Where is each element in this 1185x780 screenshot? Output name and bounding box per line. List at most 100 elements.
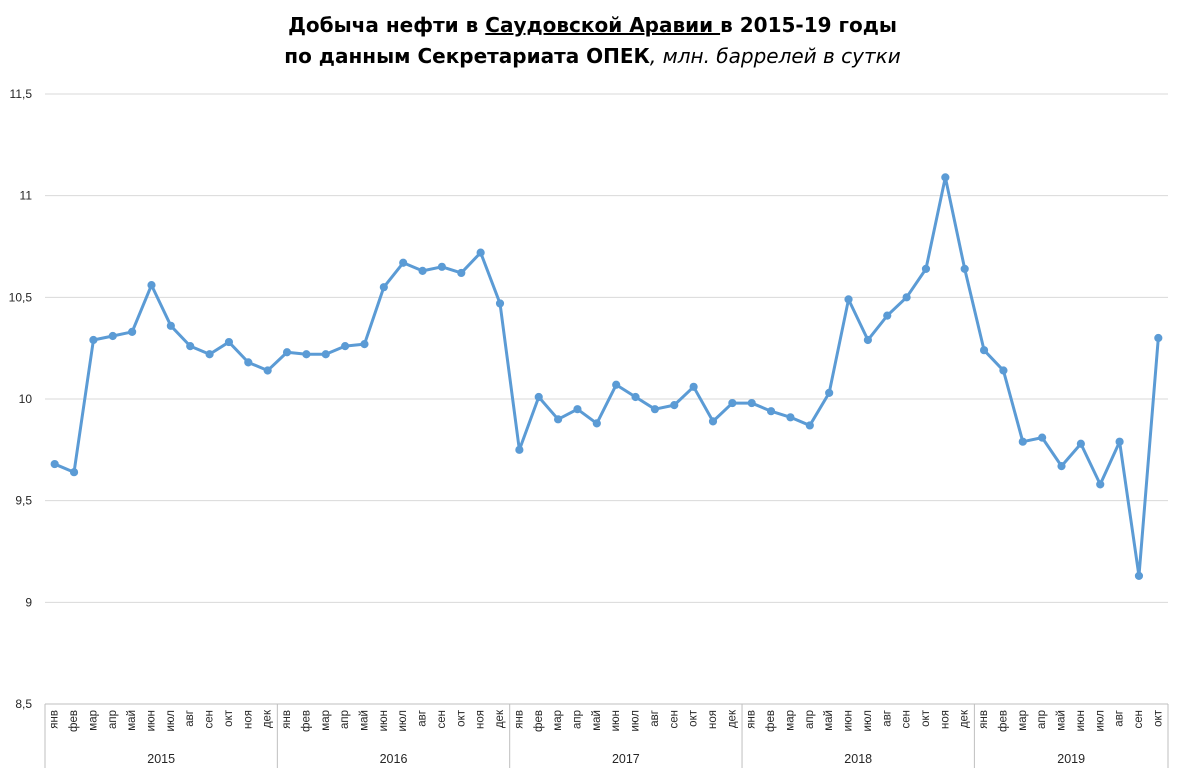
x-tick-label: фев — [765, 710, 777, 732]
data-point — [399, 258, 408, 267]
title-source: по данным Секретариата ОПЕК — [284, 44, 650, 68]
x-tick-label: июн — [843, 710, 855, 731]
data-point — [825, 388, 834, 397]
x-tick-label: ноя — [707, 710, 719, 729]
series-line — [53, 175, 1160, 578]
x-tick-label: июл — [862, 710, 874, 732]
data-point — [534, 392, 543, 402]
x-tick-label: июн — [146, 710, 158, 731]
data-point — [495, 299, 505, 308]
data-point — [1038, 433, 1047, 442]
x-tick-label: июл — [397, 710, 409, 732]
x-tick-label: фев — [68, 710, 80, 732]
y-tick-label: 9 — [25, 595, 32, 609]
x-tick-label: апр — [1036, 710, 1048, 729]
data-point — [360, 340, 369, 349]
data-point — [108, 331, 117, 341]
x-tick-label: сен — [436, 710, 448, 729]
x-tick-label: мар — [552, 710, 564, 731]
x-tick-label: мар — [320, 710, 332, 731]
x-tick-label: мар — [784, 710, 796, 731]
x-tick-label: дек — [262, 709, 274, 728]
x-tick-label: окт — [1152, 709, 1164, 727]
data-point — [573, 405, 582, 414]
data-point — [650, 405, 660, 414]
data-point — [631, 392, 640, 402]
x-tick-label: апр — [339, 710, 351, 729]
title-units: , млн. баррелей в сутки — [649, 44, 901, 68]
data-point — [902, 293, 911, 302]
x-tick-label: окт — [455, 709, 467, 727]
data-point — [69, 468, 79, 477]
x-tick-label: фев — [533, 710, 545, 732]
data-point — [979, 346, 989, 355]
title-part: Добыча нефти в — [288, 13, 486, 37]
x-tick-label: янв — [49, 710, 61, 729]
x-tick-label: апр — [804, 710, 816, 729]
data-point — [166, 321, 175, 330]
data-point — [379, 283, 388, 292]
data-point — [1057, 462, 1066, 471]
data-point — [786, 413, 795, 422]
x-tick-label: окт — [920, 709, 932, 727]
gridlines — [45, 93, 1168, 603]
data-point — [224, 337, 234, 347]
data-point — [670, 401, 679, 410]
data-point — [205, 350, 214, 359]
data-point — [282, 348, 292, 357]
data-point — [592, 419, 601, 428]
x-tick-label: май — [591, 710, 603, 731]
x-tick-label: авг — [1114, 710, 1126, 727]
data-point — [805, 421, 814, 430]
x-tick-label: янв — [978, 710, 990, 729]
data-point — [186, 342, 195, 351]
y-tick-label: 9,5 — [15, 494, 32, 508]
x-tick-label: май — [359, 710, 371, 731]
year-label: 2017 — [612, 752, 640, 766]
x-tick-label: апр — [571, 710, 583, 729]
x-tick-label: янв — [281, 710, 293, 729]
x-tick-label: авг — [881, 710, 893, 727]
data-point — [728, 398, 737, 408]
x-tick-label: сен — [668, 710, 680, 729]
data-point — [941, 173, 950, 182]
x-tick-label: дек — [959, 709, 971, 728]
x-tick-label: авг — [649, 710, 661, 727]
x-axis: янв фев мар апр май июн июл авг сен окт ноя дек янв ф… — [44, 703, 1169, 768]
y-tick-label: 11,5 — [10, 87, 33, 101]
x-tick-label: янв — [746, 710, 758, 729]
data-point — [960, 264, 969, 273]
data-point — [341, 342, 350, 351]
title-part: в 2015-19 годы — [720, 13, 897, 37]
data-point — [612, 380, 621, 389]
x-tick-label: авг — [417, 710, 429, 727]
x-tick-label: фев — [300, 710, 312, 732]
data-point — [50, 459, 59, 469]
x-tick-label: июн — [378, 710, 390, 731]
x-tick-label: ноя — [242, 710, 254, 729]
x-tick-label: ноя — [475, 710, 487, 729]
x-tick-label: сен — [1133, 710, 1145, 729]
data-point — [321, 350, 330, 359]
data-point — [708, 417, 718, 426]
x-tick-label: июн — [610, 710, 622, 731]
year-label: 2019 — [1057, 752, 1085, 766]
data-point — [999, 366, 1008, 375]
x-tick-label: авг — [184, 710, 196, 727]
x-tick-label: июл — [165, 710, 177, 732]
year-label: 2016 — [380, 752, 408, 766]
x-tick-label: дек — [494, 709, 506, 728]
chart-title: Добыча нефти в Саудовской Аравии в 2015-… — [0, 10, 1185, 72]
x-tick-label: июл — [630, 710, 642, 732]
x-tick-label: окт — [688, 709, 700, 727]
data-point — [921, 264, 931, 273]
y-axis: 8,5 9 9,5 10 10,5 11 11,5 — [9, 87, 33, 711]
x-tick-label: ноя — [939, 710, 951, 729]
x-tick-label: сен — [901, 710, 913, 729]
data-point — [476, 248, 485, 257]
data-point — [844, 295, 853, 304]
data-point — [263, 366, 272, 375]
x-tick-label: апр — [107, 710, 119, 729]
data-point — [1076, 439, 1085, 448]
